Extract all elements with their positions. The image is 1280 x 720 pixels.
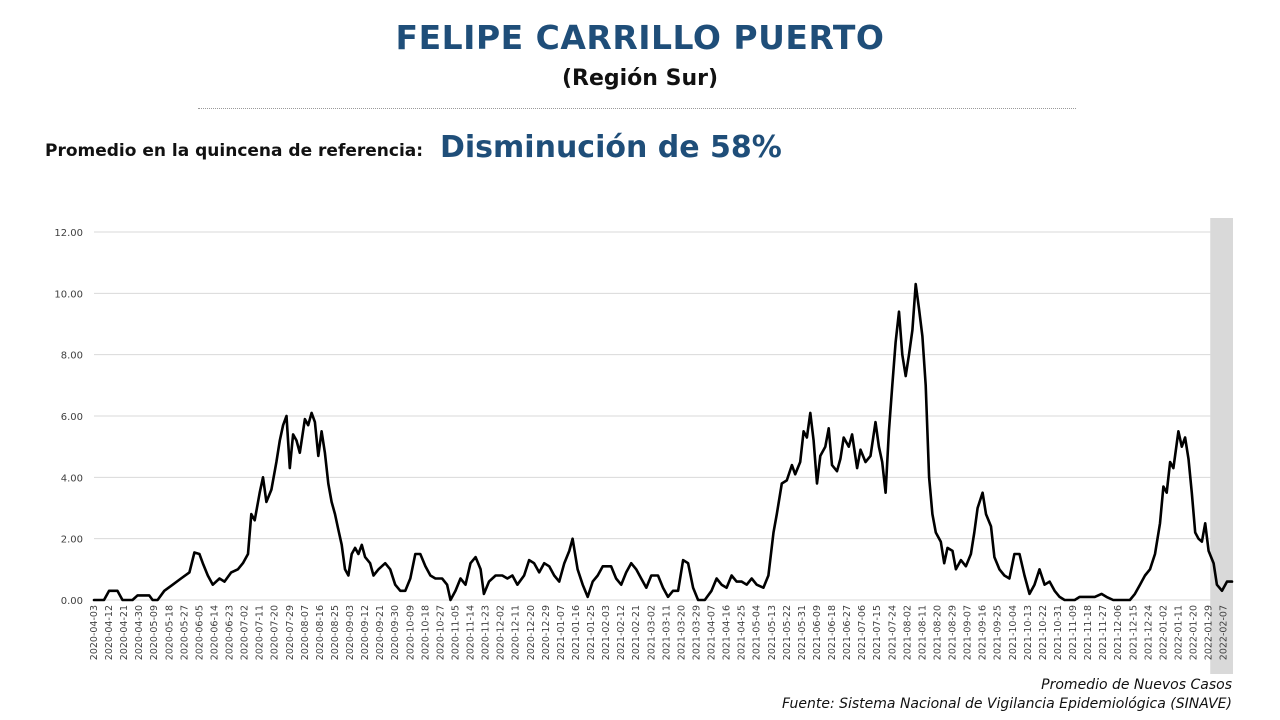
x-tick-label: 2021-05-22 [782,605,793,660]
x-tick-label: 2021-05-04 [752,605,763,660]
x-tick-label: 2021-12-15 [1128,605,1139,660]
x-tick-label: 2020-09-21 [375,605,386,660]
x-tick-label: 2022-02-07 [1219,605,1230,660]
x-tick-label: 2020-11-05 [450,605,461,660]
y-tick-label: 12.00 [54,228,83,239]
x-tick-label: 2020-12-11 [511,605,522,660]
x-tick-label: 2020-11-14 [466,605,477,660]
x-tick-label: 2020-10-09 [405,605,416,660]
x-tick-label: 2021-02-12 [616,605,627,660]
x-tick-label: 2020-11-23 [481,605,492,660]
page-title: FELIPE CARRILLO PUERTO [395,18,885,57]
x-tick-label: 2020-04-12 [104,605,115,660]
x-tick-label: 2020-06-05 [194,605,205,660]
x-tick-label: 2020-09-30 [390,605,401,660]
shaded-period [1210,218,1233,674]
y-tick-label: 10.00 [54,289,83,300]
x-tick-label: 2020-06-23 [225,605,236,660]
x-tick-label: 2020-08-25 [330,605,341,660]
metric-label: Promedio en la quincena de referencia: [45,141,424,161]
cases-line-chart: 0.00 2.00 4.00 6.00 8.00 10.00 12.00 2020-04-03… [54,218,1234,674]
x-tick-label: 2020-04-30 [134,605,145,660]
x-tick-label: 2021-10-22 [1038,605,1049,660]
x-tick-label: 2021-03-02 [646,605,657,660]
x-tick-label: 2021-08-29 [948,605,959,660]
x-tick-label: 2020-07-29 [285,605,296,660]
x-tick-label: 2020-04-21 [119,605,130,660]
x-tick-label: 2021-09-07 [963,605,974,660]
title-divider [198,108,1076,109]
x-tick-label: 2021-10-13 [1023,605,1034,660]
x-tick-label: 2021-05-13 [767,605,778,660]
x-tick-label: 2021-09-25 [993,605,1004,660]
x-tick-label: 2020-09-03 [345,605,356,660]
x-tick-label: 2021-02-21 [631,605,642,660]
x-tick-label: 2022-01-11 [1173,605,1184,660]
x-tick-label: 2021-01-25 [586,605,597,660]
x-tick-label: 2021-07-06 [857,605,868,660]
x-tick-label: 2021-06-27 [842,605,853,660]
x-tick-label: 2021-04-16 [722,605,733,660]
metric-value: Disminución de 58% [440,130,782,165]
x-tick-label: 2021-11-27 [1098,605,1109,660]
x-tick-label: 2020-12-29 [541,605,552,660]
x-tick-label: 2021-08-20 [932,605,943,660]
y-tick-label: 6.00 [61,412,83,423]
x-tick-label: 2020-07-02 [240,605,251,660]
x-tick-label: 2021-11-09 [1068,605,1079,660]
x-tick-label: 2021-03-20 [676,605,687,660]
x-tick-label: 2020-10-27 [435,605,446,660]
source-note: Fuente: Sistema Nacional de Vigilancia E… [782,696,1232,712]
x-tick-label: 2021-03-29 [691,605,702,660]
x-tick-label: 2020-08-07 [300,605,311,660]
x-tick-label: 2021-02-03 [601,605,612,660]
x-tick-label: 2020-07-20 [270,605,281,660]
x-tick-label: 2020-07-11 [255,605,266,660]
x-tick-label: 2020-10-18 [420,605,431,660]
y-tick-label: 8.00 [61,351,83,362]
x-tick-label: 2021-03-11 [661,605,672,660]
x-tick-label: 2021-08-11 [917,605,928,660]
series-note: Promedio de Nuevos Casos [1041,677,1232,693]
x-tick-label: 2021-07-24 [887,605,898,660]
x-tick-label: 2020-12-02 [496,605,507,660]
x-tick-label: 2020-05-27 [179,605,190,660]
x-tick-label: 2020-04-03 [89,605,100,660]
x-tick-label: 2021-01-07 [556,605,567,660]
x-tick-label: 2021-09-16 [978,605,989,660]
x-tick-label: 2021-07-15 [872,605,883,660]
x-tick-label: 2021-08-02 [902,605,913,660]
page-subtitle: (Región Sur) [561,66,719,91]
x-tick-label: 2020-05-09 [149,605,160,660]
series-line [92,282,1234,602]
x-tick-label: 2021-04-25 [737,605,748,660]
x-tick-label: 2020-05-18 [164,605,175,660]
x-tick-label: 2021-12-06 [1113,605,1124,660]
x-tick-label: 2021-11-18 [1083,605,1094,660]
x-tick-label: 2021-06-18 [827,605,838,660]
x-tick-label: 2020-08-16 [315,605,326,660]
x-tick-label: 2021-10-31 [1053,605,1064,660]
y-tick-label: 4.00 [61,473,83,484]
x-tick-label: 2020-06-14 [209,605,220,660]
x-tick-label: 2020-12-20 [526,605,537,660]
x-tick-label: 2021-06-09 [812,605,823,660]
x-tick-label: 2021-01-16 [571,605,582,660]
x-tick-label: 2022-01-20 [1189,605,1200,660]
x-tick-label: 2021-05-31 [797,605,808,660]
x-tick-label: 2020-09-12 [360,605,371,660]
y-tick-label: 0.00 [61,596,83,607]
x-tick-label: 2022-01-02 [1158,605,1169,660]
x-tick-label: 2021-10-04 [1008,605,1019,660]
x-tick-label: 2021-04-07 [707,605,718,660]
y-tick-label: 2.00 [61,535,83,546]
x-tick-label: 2022-01-29 [1204,605,1215,660]
x-tick-label: 2021-12-24 [1143,605,1154,660]
